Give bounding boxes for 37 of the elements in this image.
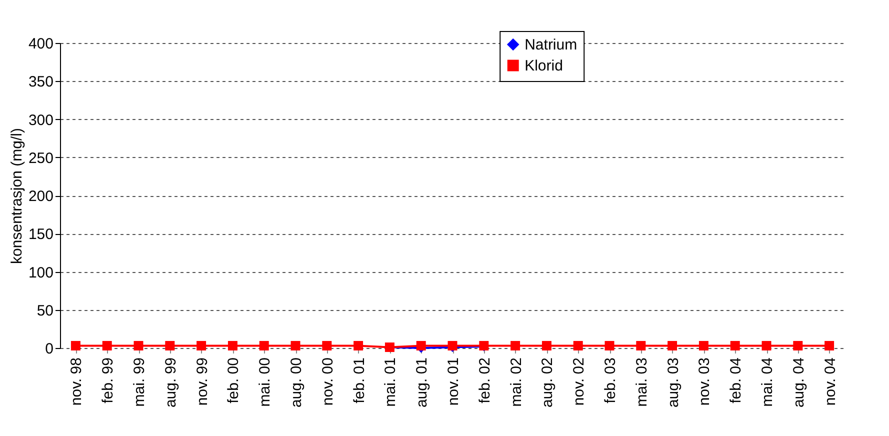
y-tick-label: 200 [28,188,54,205]
x-tick-label: aug. 02 [539,358,556,408]
x-tick-label: mai. 99 [131,358,148,407]
x-tick-label: aug. 00 [288,358,305,408]
x-tick-label: feb. 99 [100,358,117,404]
x-tick-label: nov. 02 [570,358,588,406]
y-tick-label: 250 [28,150,54,167]
x-tick-label: aug. 03 [664,358,682,408]
x-tick-label: nov. 00 [319,358,336,406]
y-tick-label: 0 [45,340,54,358]
x-tick-label: aug. 99 [162,358,180,408]
x-tick-label: aug. 04 [790,358,808,408]
y-tick-label: 100 [28,264,54,282]
y-tick-label: 150 [28,226,54,244]
x-tick-label: feb. 04 [728,358,745,404]
x-tick-label: nov. 98 [68,358,86,406]
x-tick-label: aug. 01 [414,358,431,408]
y-tick-label: 350 [28,74,54,91]
y-tick-label: 300 [28,112,54,129]
x-tick-label: nov. 04 [822,358,839,406]
x-tick-label: mai. 02 [508,358,525,407]
legend-label: Klorid [524,58,563,74]
x-tick-label: mai. 01 [382,358,400,407]
legend-label: Natrium [524,36,578,54]
y-tick-label: 400 [28,36,54,52]
x-tick-label: nov. 03 [696,358,714,406]
x-tick-label: nov. 01 [445,358,462,406]
x-tick-label: feb. 01 [350,358,368,404]
x-tick-label: feb. 02 [476,358,494,404]
x-tick-label: feb. 00 [225,358,242,404]
y-axis-title: konsentrasjon (mg/l) [8,128,26,264]
x-tick-label: mai. 00 [256,358,274,407]
x-tick-label: feb. 03 [602,358,619,404]
x-tick-label: nov. 99 [194,358,211,406]
y-tick-label: 50 [36,302,54,320]
x-tick-label: mai. 03 [633,358,650,407]
x-tick-label: mai. 04 [759,358,776,407]
